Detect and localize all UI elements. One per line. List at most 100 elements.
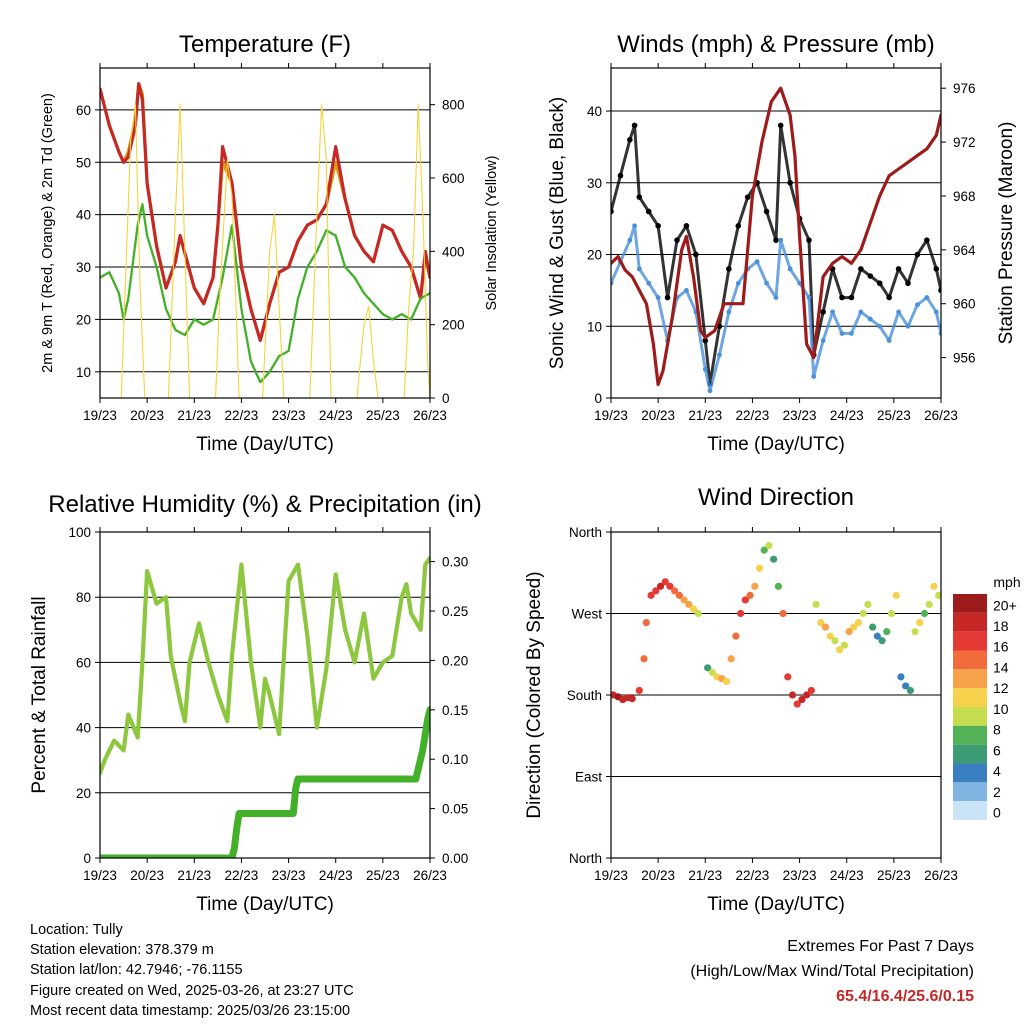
x-tick-label: 23/23 xyxy=(272,408,306,423)
y2-axis-label: Solar Insolation (Yellow) xyxy=(484,155,500,310)
x-tick-label: 20/23 xyxy=(130,408,164,423)
direction-point xyxy=(812,600,820,609)
y2-tick-label: 200 xyxy=(442,318,465,333)
y-tick-label: North xyxy=(569,851,602,866)
y2-tick-label: 0 xyxy=(442,391,450,406)
direction-point xyxy=(661,578,669,586)
direction-point xyxy=(935,591,941,599)
x-tick-label: 20/23 xyxy=(641,868,675,883)
direction-point xyxy=(836,646,844,654)
direction-point xyxy=(647,591,655,599)
x-tick-label: 19/23 xyxy=(594,868,628,883)
direction-point xyxy=(694,609,702,618)
x-tick-label: 23/23 xyxy=(272,868,306,883)
direction-point xyxy=(864,600,872,609)
x-tick-label: 20/23 xyxy=(130,868,164,883)
y2-tick-label: 976 xyxy=(953,81,976,96)
x-tick-label: 24/23 xyxy=(830,408,864,423)
direction-point xyxy=(704,664,712,672)
direction-point xyxy=(760,546,768,554)
latlon-text: Station lat/lon: 42.7946; -76.1155 xyxy=(30,962,243,979)
chart-title: Winds (mph) & Pressure (mb) xyxy=(617,31,934,58)
y-tick-label: 20 xyxy=(76,786,91,801)
direction-point xyxy=(788,691,797,699)
direction-point xyxy=(873,632,881,640)
direction-point xyxy=(635,686,643,695)
y-tick-label: 60 xyxy=(76,655,91,670)
direction-point xyxy=(902,682,910,690)
extremes-value: 65.4/16.4/25.6/0.15 xyxy=(836,988,974,1005)
direction-point xyxy=(826,632,834,640)
x-tick-label: 21/23 xyxy=(177,408,211,423)
td2m-line xyxy=(100,203,430,384)
colorbar-swatch xyxy=(953,744,987,764)
x-tick-label: 21/23 xyxy=(177,868,211,883)
x-axis-label: Time (Day/UTC) xyxy=(196,434,334,455)
direction-point xyxy=(869,623,877,631)
x-tick-label: 24/23 xyxy=(319,868,353,883)
y-tick-label: East xyxy=(575,770,602,785)
direction-point xyxy=(656,582,665,590)
direction-point xyxy=(774,582,782,590)
x-tick-label: 25/23 xyxy=(877,408,911,423)
direction-point xyxy=(883,628,891,636)
direction-point xyxy=(897,673,905,681)
wind-trace xyxy=(611,224,941,393)
direction-point xyxy=(784,673,792,681)
chart-title: Temperature (F) xyxy=(179,31,351,58)
direction-point xyxy=(770,555,778,563)
chart-wind_direction: Wind Direction North East South West North 19/… xyxy=(524,484,1021,915)
y-tick-label: 20 xyxy=(587,248,602,263)
direction-point xyxy=(887,609,896,618)
direction-point xyxy=(680,596,688,604)
x-tick-label: 24/23 xyxy=(830,868,864,883)
colorbar-label: 4 xyxy=(993,763,1001,779)
direction-point xyxy=(751,582,759,590)
y2-tick-label: 0.30 xyxy=(442,555,468,570)
t2m-line xyxy=(100,82,430,342)
colorbar-label: 18 xyxy=(993,618,1009,634)
x-tick-label: 19/23 xyxy=(83,868,117,883)
gust-trace xyxy=(611,123,941,386)
y-tick-label: 10 xyxy=(76,365,91,380)
plot-area xyxy=(100,556,430,858)
chart-rh_precip: Relative Humidity (%) & Precipitation (i… xyxy=(29,491,482,915)
plot-area xyxy=(611,86,941,394)
x-tick-label: 20/23 xyxy=(641,408,675,423)
direction-point xyxy=(821,623,830,631)
colorbar-swatch xyxy=(953,801,987,820)
colorbar-swatch xyxy=(953,669,987,689)
y-tick-label: 40 xyxy=(587,104,602,119)
direction-point xyxy=(845,628,853,636)
plot-frame xyxy=(99,67,431,399)
y2-tick-label: 0.25 xyxy=(442,604,468,619)
x-tick-label: 22/23 xyxy=(736,408,770,423)
precip-line xyxy=(100,706,430,858)
y-tick-label: West xyxy=(571,607,602,622)
direction-point xyxy=(722,677,731,686)
rh-line xyxy=(100,556,430,776)
x-tick-label: 22/23 xyxy=(225,868,259,883)
y2-tick-label: 600 xyxy=(442,171,465,186)
y-tick-label: 0 xyxy=(594,391,602,406)
x-tick-label: 19/23 xyxy=(83,408,117,423)
x-tick-label: 22/23 xyxy=(736,868,770,883)
station-info: Location: Tully Station elevation: 378.3… xyxy=(30,920,354,1021)
x-tick-label: 26/23 xyxy=(924,408,958,423)
direction-point xyxy=(930,582,938,590)
y-tick-label: North xyxy=(569,525,602,540)
direction-point xyxy=(920,609,929,618)
direction-point xyxy=(642,618,650,627)
x-tick-label: 25/23 xyxy=(366,408,400,423)
plot-frame xyxy=(610,67,942,399)
y2-tick-label: 960 xyxy=(953,297,976,312)
y2-tick-label: 400 xyxy=(442,244,465,259)
y-tick-label: 30 xyxy=(76,260,91,275)
direction-point xyxy=(803,691,811,699)
direction-point xyxy=(798,695,806,704)
y2-tick-label: 0.00 xyxy=(442,851,468,866)
plot-area xyxy=(611,541,941,708)
y2-tick-label: 0.10 xyxy=(442,752,468,767)
y-tick-label: 0 xyxy=(83,851,91,866)
